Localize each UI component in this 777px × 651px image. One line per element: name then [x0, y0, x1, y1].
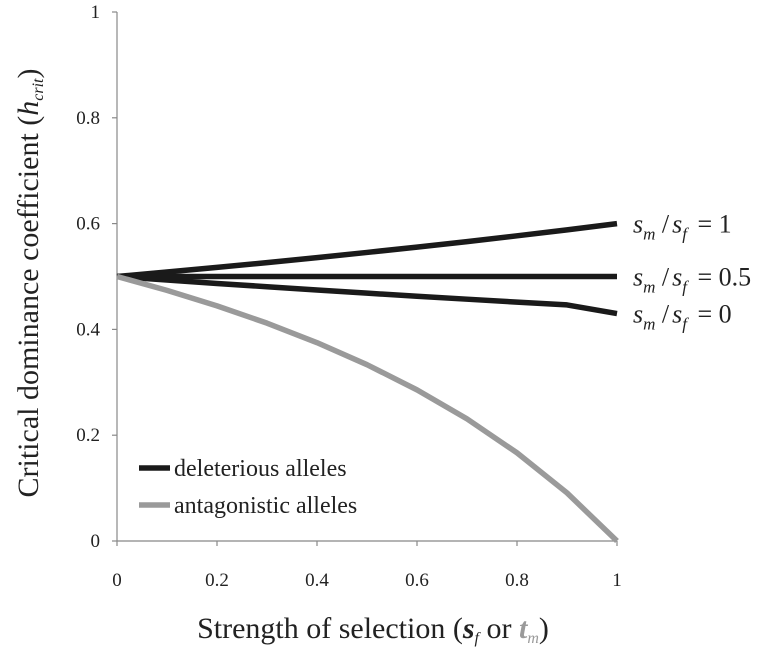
x-tick-label: 0: [112, 570, 122, 591]
x-tick-label: 0.4: [305, 570, 329, 591]
legend-label: antagonistic alleles: [174, 493, 357, 519]
curve-label: sm / sf = 0: [633, 300, 732, 334]
x-tick-label: 1: [612, 570, 622, 591]
axis-titles: Strength of selection (sf or tm) Critical…: [12, 68, 549, 647]
series-lines: [116, 220, 619, 543]
y-tick-label: 0.6: [76, 214, 100, 235]
x-tick-label: 0.8: [505, 570, 529, 591]
series-line-deleterious-2: [116, 273, 618, 317]
tick-labels: 0 0.2 0.4 0.6 0.8 1 0 0.2 0.4 0.6 0.8 1: [76, 2, 622, 591]
y-axis-title: Critical dominance coefficient (hcrit): [12, 68, 47, 497]
series-line-antagonistic: [116, 273, 619, 543]
curve-label: sm / sf = 1: [633, 210, 732, 244]
x-tick-label: 0.6: [405, 570, 429, 591]
x-axis-title: Strength of selection (sf or tm): [197, 612, 549, 647]
legend-label: deleterious alleles: [174, 456, 347, 482]
y-tick-label: 0.4: [76, 319, 100, 340]
y-tick-label: 0.2: [76, 425, 100, 446]
y-tick-label: 0.8: [76, 108, 100, 129]
series-line-deleterious-0: [116, 220, 618, 280]
y-tick-label: 1: [91, 2, 101, 23]
curve-labels: sm / sf = 1 sm / sf = 0.5sm / sf = 0: [633, 210, 751, 334]
legend: deleterious alleles antagonistic alleles: [139, 456, 357, 519]
curve-label: sm / sf = 0.5: [633, 263, 751, 297]
y-tick-label: 0: [91, 531, 101, 552]
x-tick-label: 0.2: [205, 570, 229, 591]
